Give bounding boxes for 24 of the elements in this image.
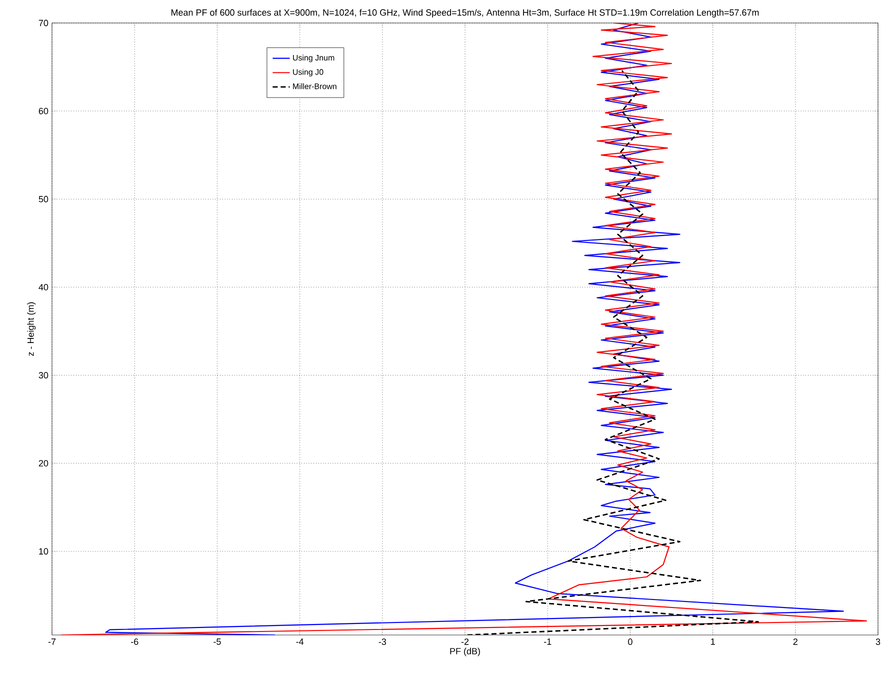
y-tick-label: 30 (38, 372, 48, 378)
x-tick-label: 0 (628, 638, 632, 645)
x-tick-label: -7 (48, 638, 56, 645)
y-tick-label: 10 (39, 548, 48, 555)
y-tick-label: 70 (38, 20, 48, 26)
legend-label: Using J0 (293, 68, 324, 76)
y-tick-label: 40 (38, 284, 48, 290)
x-tick-label: -6 (131, 638, 138, 645)
x-tick-label: 3 (876, 638, 880, 645)
legend-label: Using Jnum (293, 54, 334, 62)
y-tick-label: 60 (38, 108, 48, 114)
x-tick-label: -4 (296, 638, 304, 645)
legend-label: Miller-Brown (293, 83, 336, 90)
x-tick-label: -3 (378, 638, 386, 645)
x-tick-label: -1 (544, 638, 552, 645)
y-axis-title: z - Height (m) (27, 302, 36, 356)
y-tick-label: 20 (38, 460, 48, 466)
x-tick-label: -2 (461, 638, 469, 645)
chart-title: Mean PF of 600 surfaces at X=900m, N=1024, f=10 GHz, Wind Speed=15m/s, Antenna Ht=3m, Surface Ht STD=1.19m Correlation Length=57.67m (171, 9, 759, 18)
x-tick-label: 2 (793, 638, 798, 645)
y-tick-label: 50 (38, 196, 48, 202)
x-tick-label: -5 (214, 638, 221, 645)
x-tick-label: 1 (711, 638, 715, 645)
x-axis-title: PF (dB) (450, 648, 480, 656)
